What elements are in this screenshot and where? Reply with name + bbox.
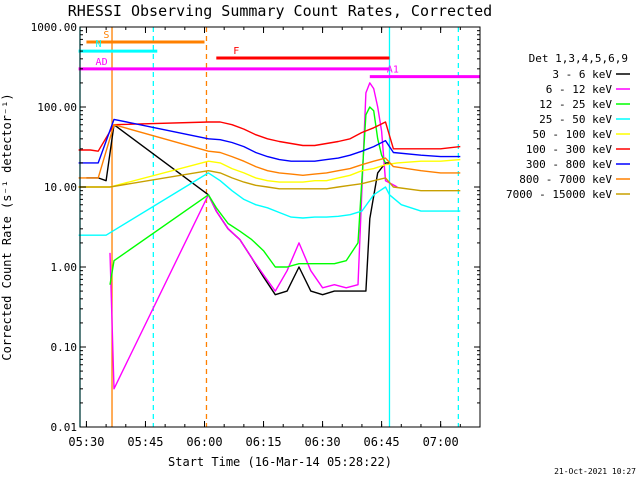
legend-entry-label: 50 - 100 keV: [533, 128, 613, 141]
series-line: [78, 158, 461, 188]
legend-entry-label: 25 - 50 keV: [539, 113, 612, 126]
legend-entry-label: 12 - 25 keV: [539, 98, 612, 111]
chart-legend: Det 1,3,4,5,6,9 3 - 6 keV 6 - 12 keV 12 - …: [506, 52, 630, 201]
x-axis-label: Start Time (16-Mar-14 05:28:22): [168, 455, 392, 469]
flag-bar-label: S: [103, 30, 109, 41]
series-line: [78, 169, 461, 192]
y-tick-label: 0.01: [51, 421, 78, 434]
plot-area: SN F AD A1: [78, 27, 480, 427]
chart-title: RHESSI Observing Summary Count Rates, Co…: [68, 2, 492, 20]
series-line: [78, 172, 461, 236]
y-tick-label: 0.10: [51, 341, 78, 354]
legend-entry-label: 800 - 7000 keV: [519, 173, 612, 186]
x-tick-label: 06:30: [305, 435, 341, 449]
flag-bar-label: AD: [96, 57, 108, 68]
y-tick-label: 10.00: [44, 181, 77, 194]
y-tick-label: 1.00: [51, 261, 78, 274]
legend-entry-label: 7000 - 15000 keV: [506, 188, 612, 201]
y-tick-label: 100.00: [37, 101, 77, 114]
series-line: [78, 121, 461, 152]
x-tick-label: 06:15: [245, 435, 281, 449]
legend-entry-label: 3 - 6 keV: [552, 68, 612, 81]
legend-entry-label: 100 - 300 keV: [526, 143, 612, 156]
legend-entry-label: 300 - 800 keV: [526, 158, 612, 171]
series-line: [109, 82, 398, 390]
y-axis-ticks: 1000.00 100.00 10.00 1.00 0.10 0.01: [31, 21, 480, 434]
flag-bar-label: F: [233, 46, 239, 57]
flag-bar-label: N: [96, 39, 102, 50]
chart-axes: [79, 26, 481, 428]
x-tick-label: 05:30: [68, 435, 104, 449]
plot-timestamp: 21-Oct-2021 10:27: [554, 467, 636, 476]
legend-entry-label: 6 - 12 keV: [546, 83, 613, 96]
flag-bar-label: A1: [387, 65, 399, 76]
series-line: [78, 118, 461, 164]
x-tick-label: 07:00: [423, 435, 459, 449]
x-tick-label: 06:00: [186, 435, 222, 449]
y-axis-label: Corrected Count Rate (s⁻¹ detector⁻¹): [0, 93, 14, 360]
x-axis-ticks: 05:30 05:45 06:00 06:15 06:30 06:45 07:00: [68, 27, 481, 449]
x-tick-label: 05:45: [127, 435, 163, 449]
x-tick-label: 06:45: [364, 435, 400, 449]
legend-title: Det 1,3,4,5,6,9: [529, 52, 628, 65]
plot-frame: [79, 26, 481, 428]
y-tick-label: 1000.00: [31, 21, 77, 34]
series-line: [86, 123, 390, 296]
series-line: [78, 123, 461, 179]
series-line: [109, 106, 387, 285]
